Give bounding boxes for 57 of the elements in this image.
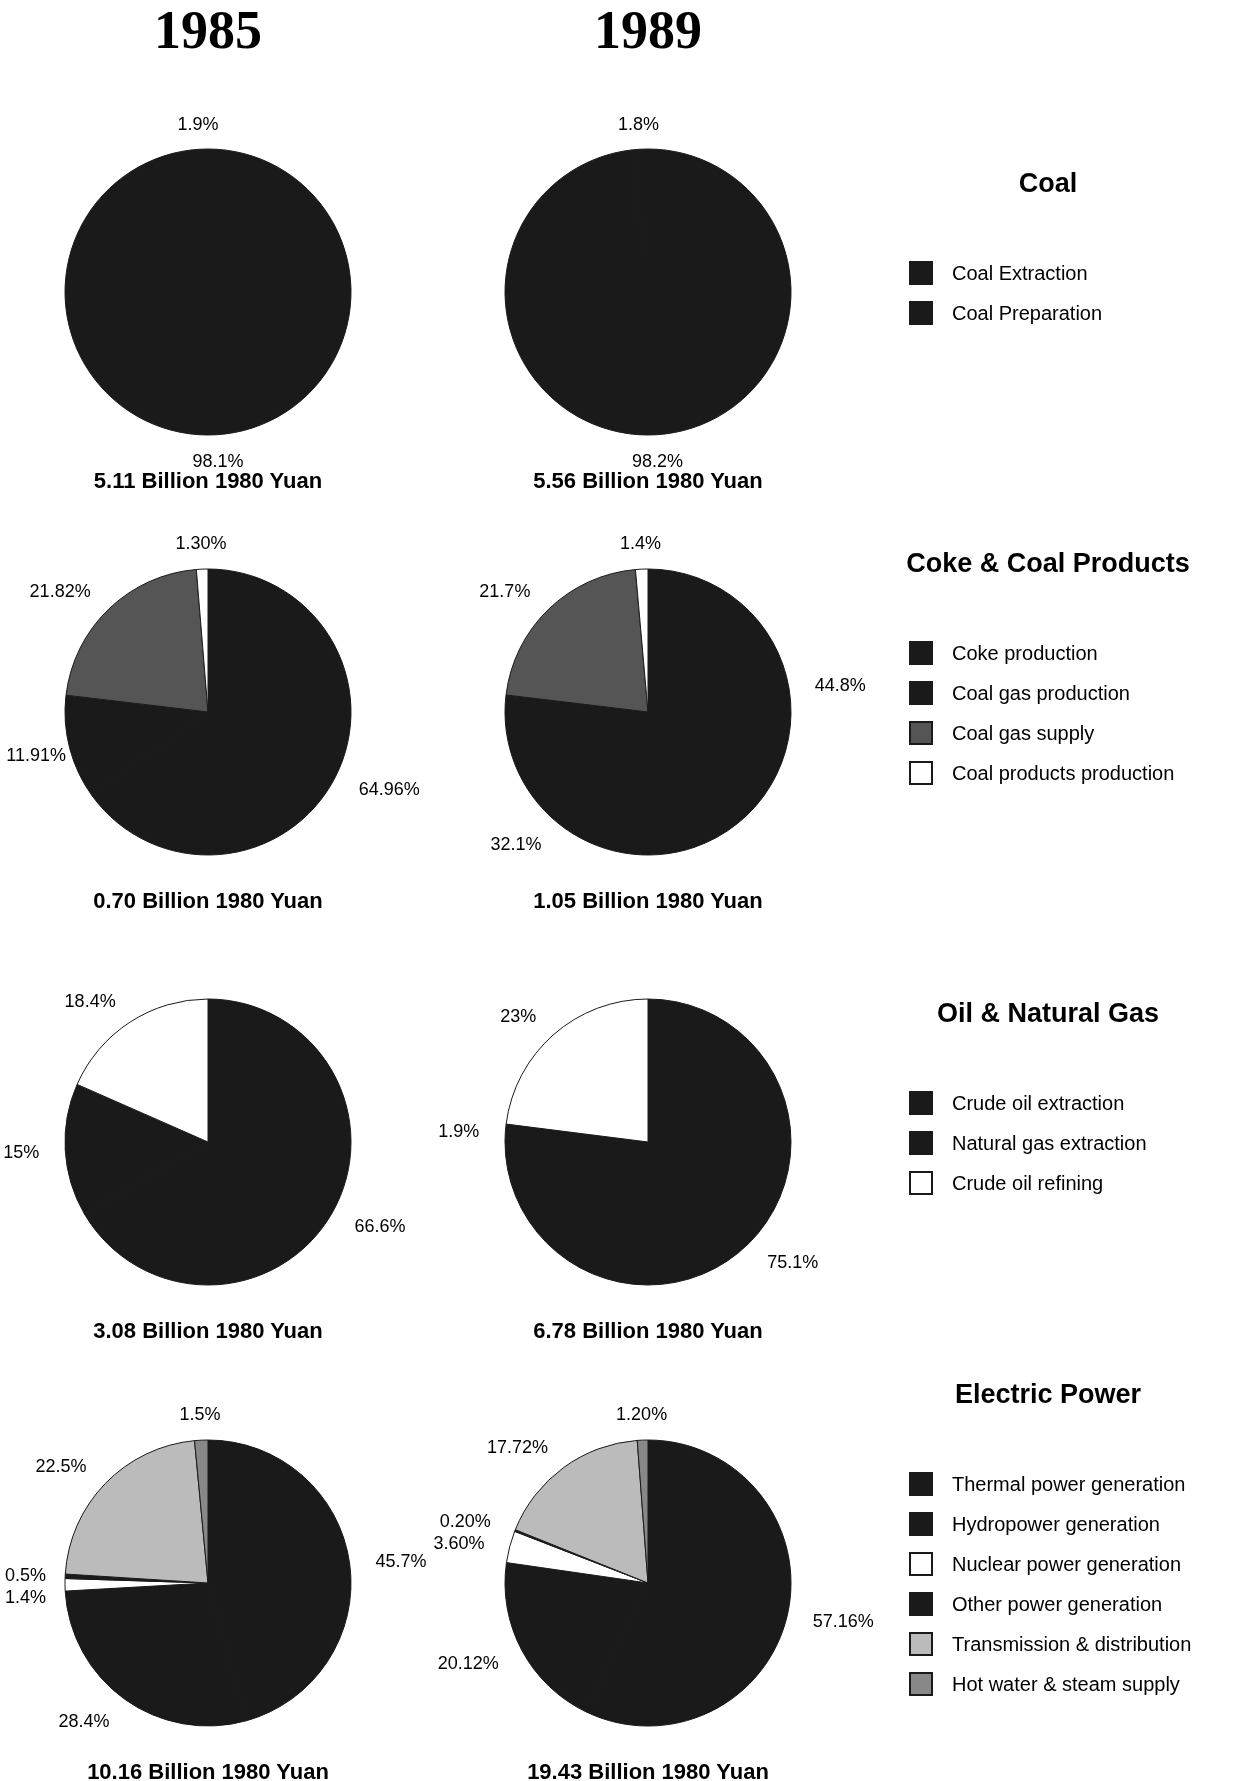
data-label: 1.9% [438, 1121, 480, 1142]
data-label: 3.60% [433, 1533, 485, 1554]
legend-label: Other power generation [952, 1593, 1163, 1615]
data-label: 0.20% [439, 1511, 491, 1532]
chart-title: 1985 [154, 0, 262, 60]
data-label: 20.12% [437, 1652, 499, 1673]
legend-label: Nuclear power generation [952, 1553, 1182, 1575]
legend-label: Coal products production [952, 762, 1175, 784]
data-label: 28.4% [58, 1710, 110, 1731]
data-label: 0.5% [4, 1565, 46, 1586]
data-label: 23% [500, 1005, 537, 1026]
legend-title: Coke & Coal Products [906, 548, 1190, 578]
data-label: 1.30% [175, 533, 227, 554]
data-label: 98.1% [192, 451, 244, 471]
legend-label: Coal gas supply [952, 722, 1095, 744]
data-label: 11.91% [6, 745, 66, 766]
legend-label: Crude oil refining [952, 1172, 1104, 1194]
text: 3.08 Billion 1980 Yuan [93, 1318, 323, 1343]
data-label: 57.16% [812, 1610, 874, 1631]
data-label: 1.5% [179, 1404, 221, 1425]
legend-label: Coal Extraction [952, 262, 1088, 284]
legend-label: Crude oil extraction [952, 1092, 1125, 1114]
data-label: 21.7% [479, 580, 531, 601]
data-label: 15% [3, 1141, 40, 1162]
legend-label: Coke production [952, 642, 1098, 664]
data-label: 1.8% [617, 113, 659, 134]
data-label: 22.5% [35, 1455, 87, 1476]
data-label: 1.4% [620, 533, 662, 554]
legend-title: Coal [1018, 168, 1078, 198]
data-label: 1.4% [4, 1587, 46, 1608]
legend-label: Hydropower generation [952, 1513, 1160, 1535]
data-label: 45.7% [375, 1550, 427, 1571]
data-label: 21.82% [29, 580, 91, 601]
data-label: 18.4% [64, 990, 116, 1011]
chart-title: 1989 [594, 0, 702, 60]
text: 0.70 Billion 1980 Yuan [93, 888, 323, 913]
data-label: 66.6% [354, 1216, 406, 1237]
legend-label: Thermal power generation [952, 1473, 1186, 1495]
legend-label: Coal Preparation [952, 302, 1103, 324]
text: 10.16 Billion 1980 Yuan [87, 1759, 329, 1781]
legend-label: Coal gas production [952, 682, 1130, 704]
text: 6.78 Billion 1980 Yuan [533, 1318, 763, 1343]
text: 19.43 Billion 1980 Yuan [527, 1759, 769, 1781]
data-label: 17.72% [487, 1436, 549, 1457]
data-label: 1.20% [616, 1404, 668, 1425]
text: 5.11 Billion 1980 Yuan [93, 468, 323, 493]
data-label: 1.9% [177, 113, 219, 134]
legend-title: Electric Power [954, 1379, 1142, 1409]
legend-label: Natural gas extraction [952, 1132, 1147, 1154]
text: 1.05 Billion 1980 Yuan [533, 888, 763, 913]
legend-title: Oil & Natural Gas [936, 998, 1160, 1028]
data-label: 32.1% [490, 833, 542, 854]
legend-label: Hot water & steam supply [952, 1673, 1180, 1695]
data-label: 64.96% [358, 778, 420, 799]
data-label: 75.1% [767, 1252, 819, 1273]
data-label: 44.8% [814, 674, 866, 695]
legend-label: Transmission & distribution [952, 1633, 1192, 1655]
